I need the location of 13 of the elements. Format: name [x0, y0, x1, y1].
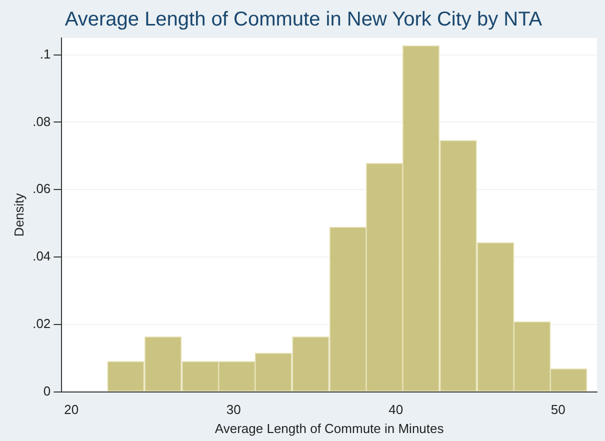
y-tick-label: .08 [32, 114, 51, 129]
y-axis-title: Density [11, 192, 26, 237]
y-tick-label: .02 [32, 316, 51, 331]
x-tick-label: 50 [550, 402, 566, 418]
y-tick-label: 0 [43, 383, 51, 398]
y-tick-label: .1 [40, 46, 51, 62]
x-tick-label: 40 [388, 402, 404, 418]
y-tick-label: .06 [32, 181, 51, 196]
x-tick-label: 20 [64, 402, 79, 418]
y-tick-label: .04 [32, 248, 51, 264]
x-axis-title: Average Length of Commute in Minutes [214, 420, 444, 436]
x-tick-label: 30 [226, 402, 241, 418]
chart-title: Average Length of Commute in New York City by NTA [64, 8, 543, 31]
